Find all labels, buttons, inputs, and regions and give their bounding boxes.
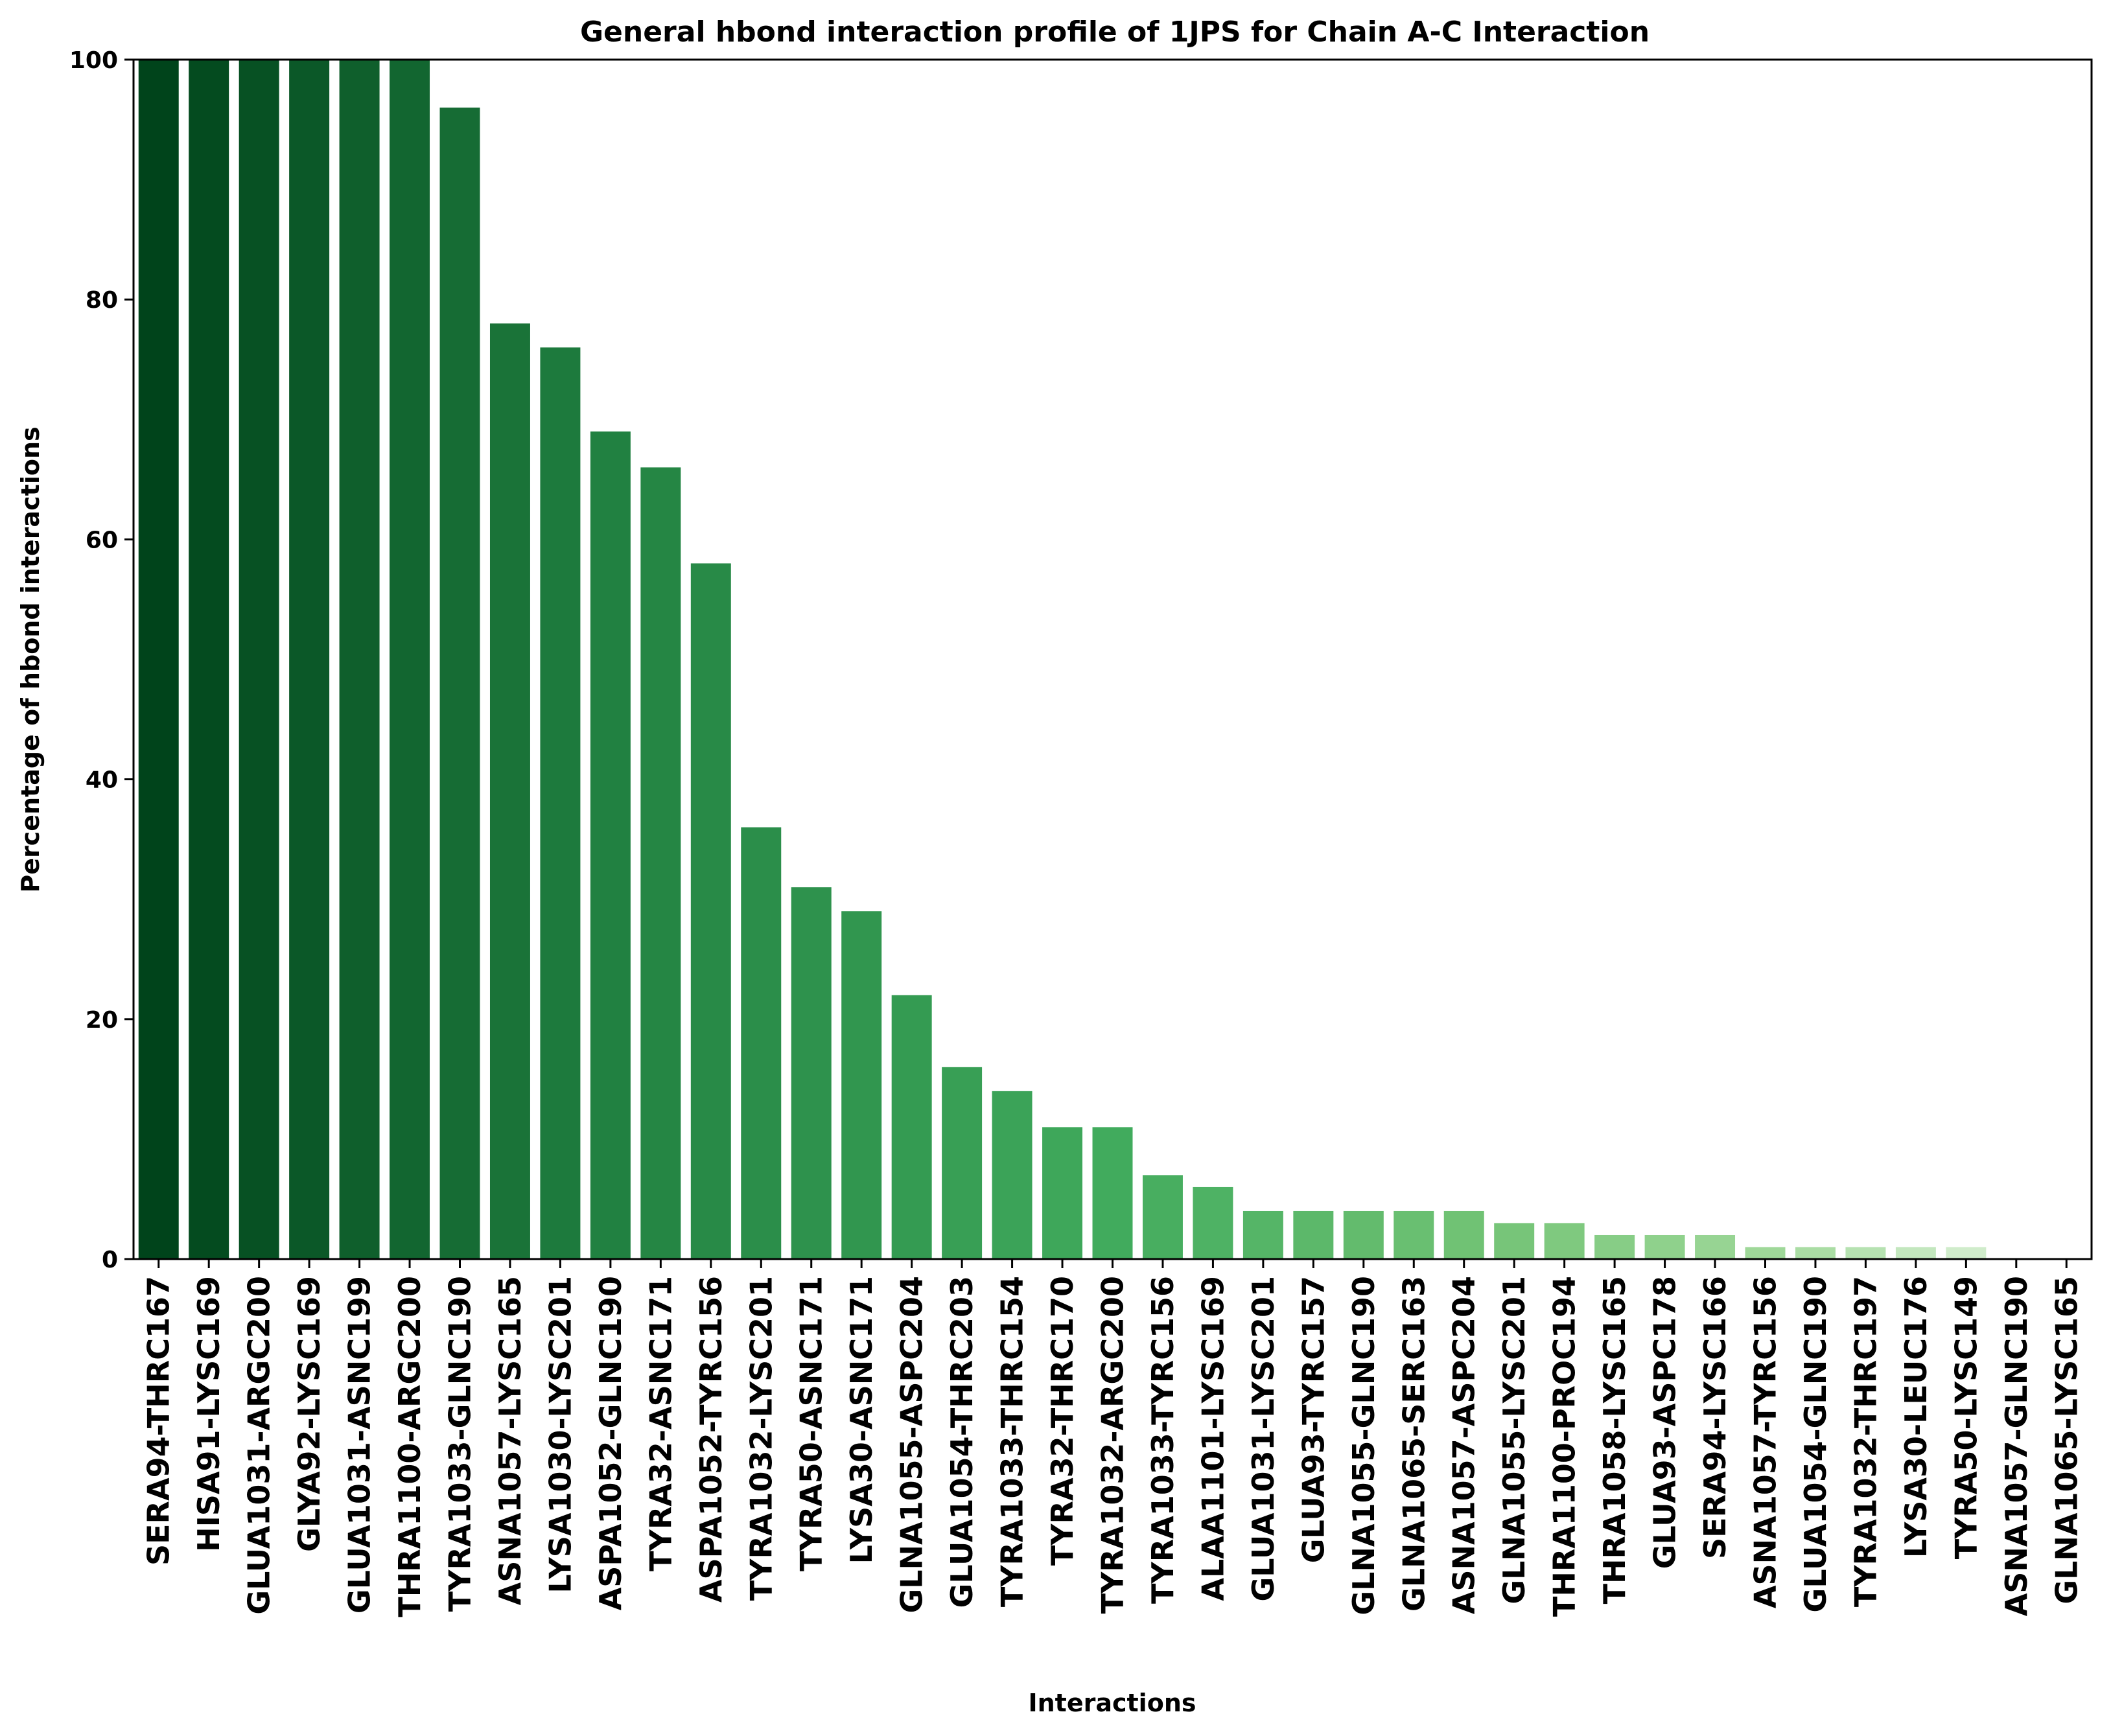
- bar: [942, 1067, 983, 1259]
- bar: [1293, 1210, 1334, 1259]
- bar: [1042, 1127, 1083, 1259]
- y-tick-label: 60: [86, 527, 118, 553]
- x-tick-label: ASNA1057-ASPC204: [1447, 1276, 1482, 1614]
- x-tick-label: THRA1100-PROC194: [1547, 1276, 1582, 1617]
- bar: [1394, 1210, 1434, 1259]
- y-tick-label: 80: [86, 287, 118, 314]
- bar: [841, 911, 882, 1259]
- bar: [138, 60, 179, 1259]
- x-tick-label: TYRA1033-GLNC190: [443, 1276, 478, 1612]
- bar: [289, 60, 330, 1259]
- x-tick-label: ASNA1057-LYSC165: [493, 1276, 528, 1605]
- x-axis: SERA94-THRC167 HISA91-LYSC169 GLUA1031-ARG…: [141, 1259, 2084, 1617]
- bar: [992, 1091, 1032, 1259]
- x-tick-label: LYSA1030-LYSC201: [542, 1276, 577, 1593]
- chart-title: General hbond interaction profile of 1JP…: [580, 16, 1650, 49]
- x-tick-label: ASNA1057-GLNC190: [1999, 1276, 2034, 1616]
- y-tick-label: 40: [86, 767, 118, 794]
- bar: [339, 60, 380, 1259]
- x-tick-label: SERA94-LYSC166: [1697, 1276, 1732, 1559]
- bar: [489, 323, 530, 1260]
- bar: [1343, 1210, 1384, 1259]
- x-tick-label: LYSA30-LEUC176: [1898, 1276, 1933, 1558]
- y-axis-label: Percentage of hbond interactions: [16, 426, 45, 892]
- x-tick-label: TYRA1033-TYRC156: [1145, 1276, 1180, 1604]
- bar: [390, 60, 430, 1259]
- x-tick-label: TYRA32-THRC170: [1045, 1276, 1080, 1566]
- bar: [640, 467, 681, 1259]
- y-tick-label: 0: [102, 1247, 118, 1273]
- x-tick-label: GLNA1055-LYSC201: [1497, 1276, 1532, 1604]
- x-tick-label: TYRA1032-THRC197: [1848, 1276, 1883, 1607]
- x-tick-label: SERA94-THRC167: [141, 1276, 176, 1566]
- x-tick-label: GLUA1054-THRC203: [944, 1276, 979, 1608]
- x-tick-label: ASPA1052-GLNC190: [593, 1276, 628, 1610]
- x-tick-label: ASNA1057-TYRC156: [1748, 1276, 1783, 1608]
- bar: [1644, 1234, 1685, 1259]
- x-tick-label: GLUA93-TYRC157: [1296, 1276, 1331, 1563]
- bars-group: [138, 60, 1987, 1260]
- x-tick-label: TYRA32-ASNC171: [643, 1276, 678, 1571]
- x-axis-label: Interactions: [1028, 1689, 1196, 1717]
- bar: [1193, 1186, 1233, 1259]
- y-tick-label: 100: [69, 47, 118, 74]
- bar: [1092, 1127, 1133, 1259]
- x-tick-label: GLUA93-ASPC178: [1648, 1276, 1683, 1569]
- bar: [590, 431, 631, 1259]
- bar: [239, 60, 279, 1259]
- x-tick-label: TYRA1033-THRC154: [995, 1276, 1030, 1607]
- x-tick-label: GLUA1031-ASNC199: [342, 1276, 377, 1614]
- x-tick-label: THRA1058-LYSC165: [1597, 1276, 1632, 1604]
- bar: [1594, 1234, 1635, 1259]
- bar: [1845, 1247, 1886, 1259]
- bar: [741, 827, 782, 1259]
- bar: [1895, 1247, 1936, 1259]
- bar: [1443, 1210, 1484, 1259]
- x-tick-label: THRA1100-ARGC200: [392, 1276, 427, 1617]
- plot-frame: [132, 58, 2093, 1260]
- bar: [439, 108, 480, 1259]
- bar: [1544, 1223, 1585, 1259]
- bar: [791, 887, 832, 1259]
- bar: [1946, 1247, 1987, 1259]
- bar: [1494, 1223, 1535, 1259]
- y-axis: 0 20 40 60 80 100: [69, 47, 134, 1273]
- x-tick-label: GLNA1055-GLNC190: [1346, 1276, 1381, 1615]
- y-tick-label: 20: [86, 1007, 118, 1034]
- bar: [1795, 1247, 1836, 1259]
- x-tick-label: LYSA30-ASNC171: [844, 1276, 879, 1564]
- x-tick-label: GLUA1031-ARGC200: [242, 1276, 277, 1615]
- bar: [690, 563, 731, 1260]
- x-tick-label: TYRA50-ASNC171: [794, 1276, 829, 1571]
- x-tick-label: GLNA1065-SERC163: [1396, 1276, 1431, 1612]
- bar: [1242, 1210, 1283, 1259]
- x-tick-label: ALAA1101-LYSC169: [1195, 1276, 1230, 1601]
- x-tick-label: TYRA1032-ARGC200: [1095, 1276, 1130, 1614]
- bar: [1142, 1175, 1183, 1259]
- bar: [540, 347, 581, 1259]
- x-tick-label: GLUA1054-GLNC190: [1798, 1276, 1833, 1612]
- bar: [1695, 1234, 1736, 1259]
- x-tick-label: GLUA1031-LYSC201: [1246, 1276, 1281, 1601]
- bar: [189, 60, 229, 1259]
- x-tick-label: TYRA50-LYSC149: [1948, 1276, 1983, 1559]
- x-tick-label: ASPA1052-TYRC156: [694, 1276, 729, 1603]
- x-tick-label: TYRA1032-LYSC201: [743, 1276, 778, 1601]
- bar: [1745, 1247, 1786, 1259]
- x-tick-label: HISA91-LYSC169: [191, 1276, 226, 1552]
- x-tick-label: GLNA1065-LYSC165: [2049, 1276, 2084, 1604]
- bar: [891, 995, 932, 1259]
- x-tick-label: GLNA1055-ASPC204: [894, 1276, 929, 1614]
- x-tick-label: GLYA92-LYSC169: [292, 1276, 327, 1552]
